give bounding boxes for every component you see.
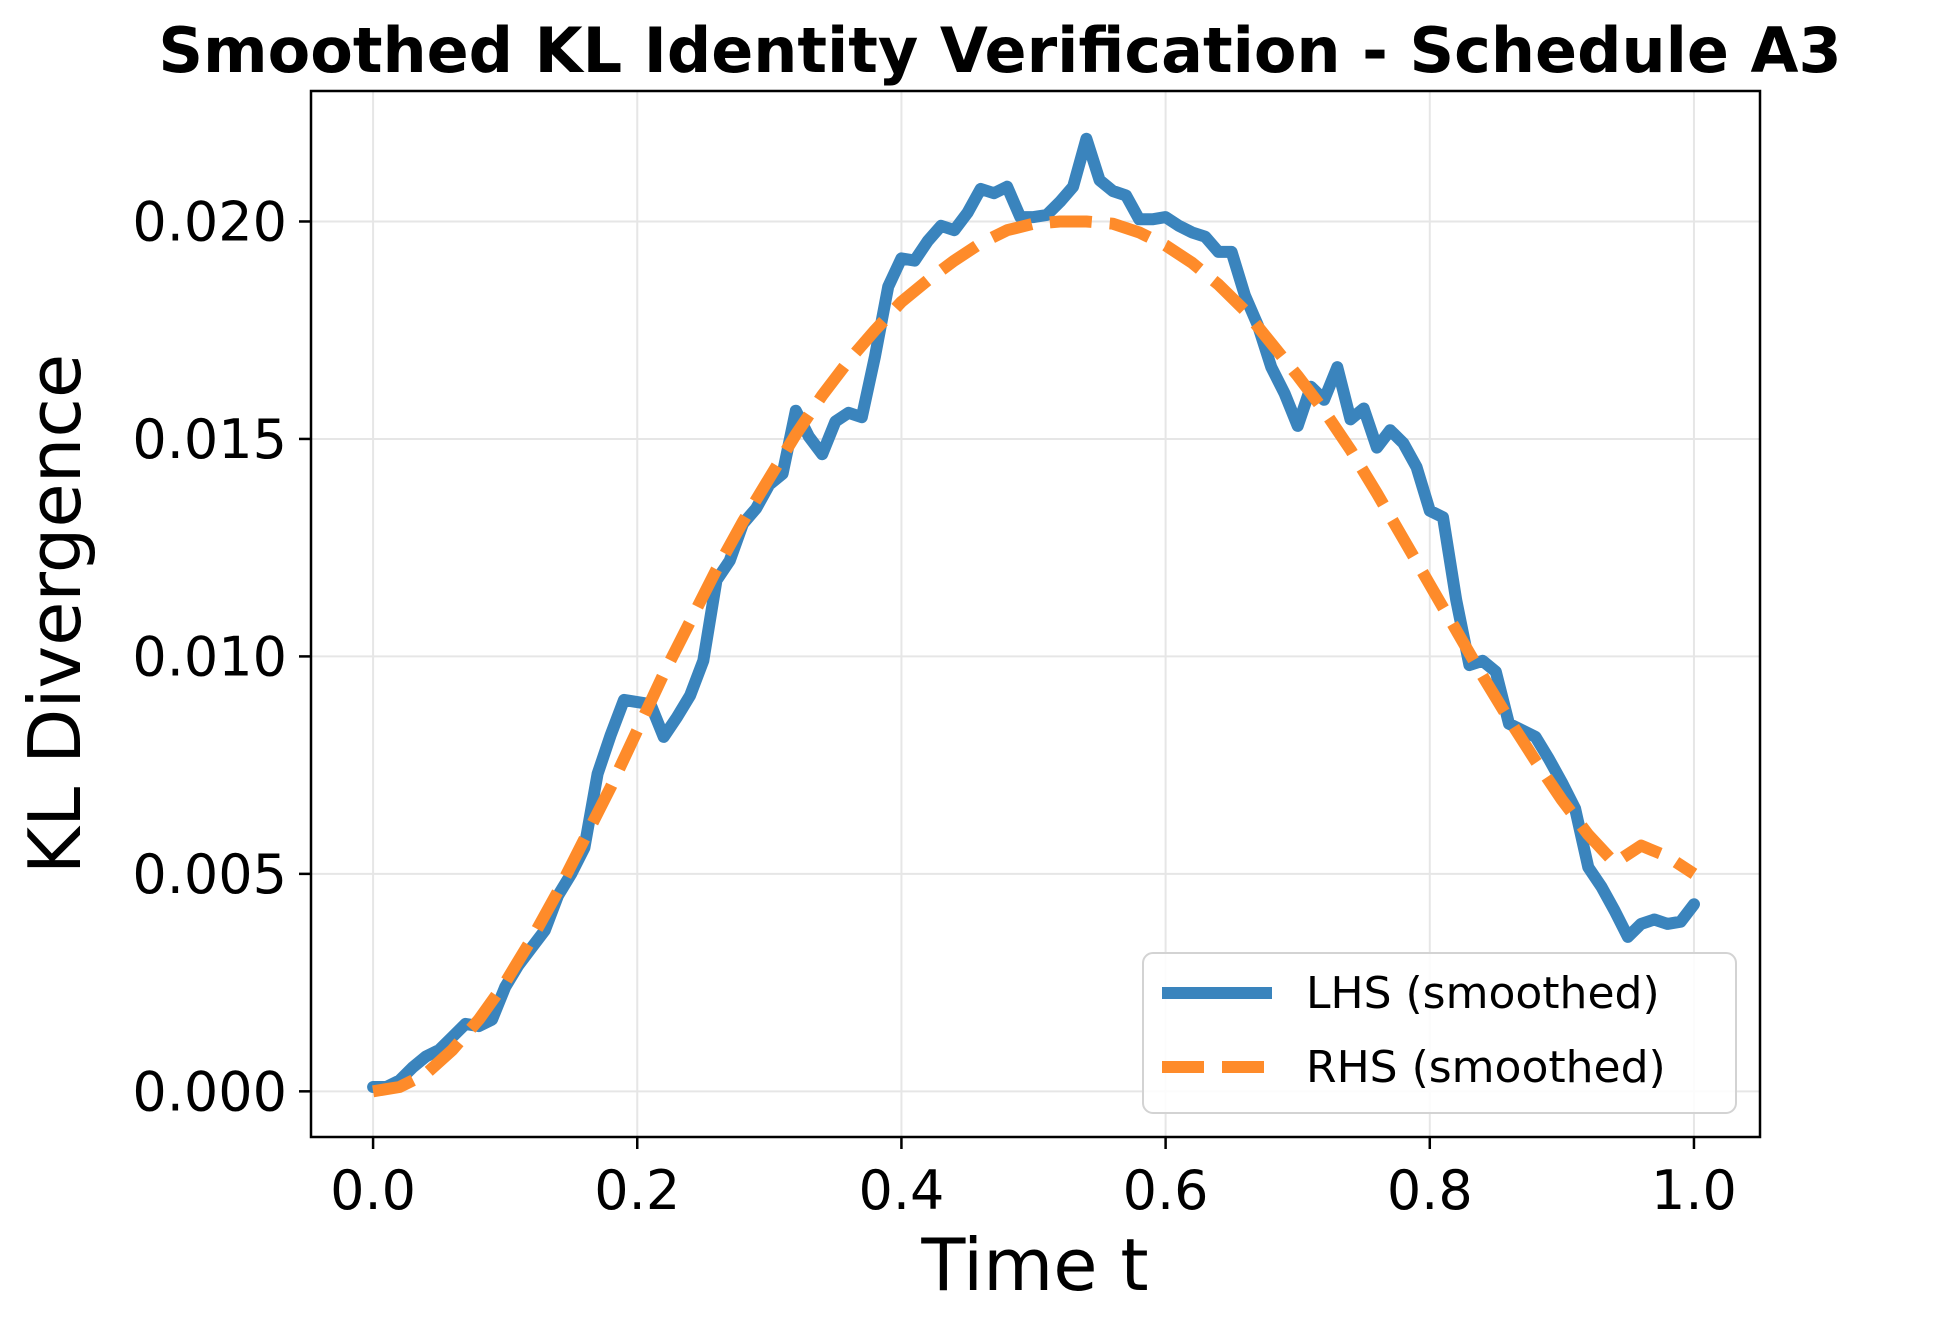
y-axis-label: KL Divergence [13, 354, 97, 874]
x-tick-label: 1.0 [1651, 1159, 1737, 1222]
plot-frame [309, 89, 1762, 1139]
x-tick-label: 0.6 [1123, 1159, 1209, 1222]
x-tick-label: 0.0 [330, 1159, 416, 1222]
series-line-rhs [372, 215, 1698, 1098]
legend-label-rhs: RHS (smoothed) [1306, 1042, 1666, 1093]
chart-title: Smoothed KL Identity Verification - Sche… [158, 14, 1841, 87]
x-tick-label: 0.4 [858, 1159, 944, 1222]
y-tick-label: 0.005 [132, 843, 287, 906]
legend-label-lhs: LHS (smoothed) [1306, 968, 1660, 1019]
x-tick-label: 0.2 [594, 1159, 680, 1222]
y-tick-label: 0.015 [132, 408, 287, 471]
plot-series [367, 132, 1700, 1098]
x-axis-ticks: 0.0 0.2 0.4 0.6 0.8 1.0 [330, 1137, 1737, 1222]
y-tick-label: 0.020 [132, 190, 287, 253]
legend: LHS (smoothed) RHS (smoothed) [1142, 952, 1737, 1114]
series-line-lhs [367, 132, 1700, 1093]
x-axis-label: Time t [920, 1223, 1148, 1307]
y-tick-label: 0.000 [132, 1060, 287, 1123]
y-axis-ticks: 0.000 0.005 0.010 0.015 0.020 [132, 190, 311, 1123]
legend-box [1142, 952, 1737, 1114]
x-tick-label: 0.8 [1387, 1159, 1473, 1222]
y-tick-label: 0.010 [132, 625, 287, 688]
